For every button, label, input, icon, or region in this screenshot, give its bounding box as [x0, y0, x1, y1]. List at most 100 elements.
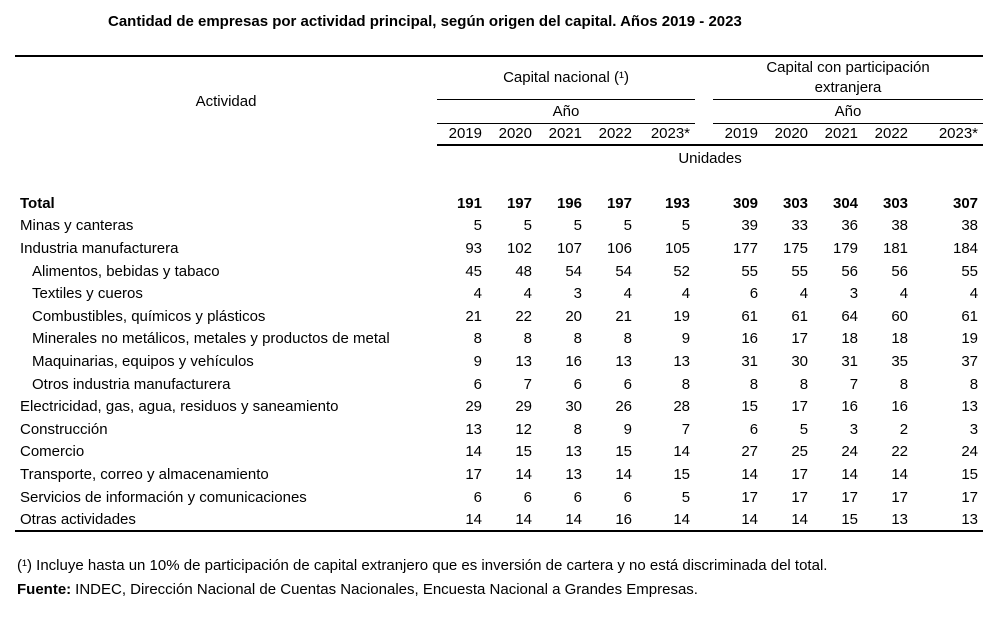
table-row: Otras actividades 14 14 14 16 14 14 14 1…: [15, 508, 984, 532]
cell-extranjera: 22: [891, 443, 909, 461]
cell-extranjera: 14: [891, 465, 909, 483]
cell-extranjera: 17: [841, 488, 859, 506]
cell-extranjera: 19: [961, 330, 979, 348]
page-title: Cantidad de empresas por actividad princ…: [108, 13, 742, 30]
cell-nacional: 17: [465, 465, 482, 483]
blank-row: [15, 170, 983, 192]
cell-extranjera: 16: [841, 398, 859, 416]
cell-nacional: 7: [681, 420, 691, 438]
cell-extranjera: 307: [953, 194, 979, 212]
cell-nacional: 197: [506, 194, 532, 212]
group-header-foreign-line1: Capital con participación: [766, 58, 930, 76]
table-body: Unidades Total 191 197 196 197 193 309 3…: [15, 145, 984, 532]
cell-nacional: 12: [515, 420, 532, 438]
cell-extranjera: 30: [791, 352, 809, 370]
cell-nacional: 197: [606, 194, 632, 212]
group-gap: [695, 237, 713, 260]
cell-nacional: 5: [623, 217, 632, 235]
cell-extranjera: 4: [799, 285, 809, 303]
cell-nacional: 9: [681, 330, 691, 348]
cell-nacional: 14: [637, 508, 696, 532]
cell-extranjera: 18: [891, 330, 909, 348]
cell-nacional: 15: [515, 443, 532, 461]
cell-nacional: 15: [615, 443, 632, 461]
cell-nacional: 29: [515, 398, 532, 416]
row-label: Otras actividades: [20, 510, 136, 528]
cell-nacional: 16: [565, 352, 582, 370]
cell-extranjera: 13: [863, 508, 914, 532]
group-gap: [695, 486, 713, 509]
data-table: Actividad Capital nacional (¹) Capital c…: [15, 55, 984, 532]
cell-extranjera: 17: [741, 488, 759, 506]
cell-nacional: 5: [573, 217, 582, 235]
group-gap: [695, 350, 713, 373]
cell-extranjera: 55: [741, 262, 759, 280]
cell-extranjera: 4: [899, 285, 909, 303]
cell-nacional: 14: [515, 465, 532, 483]
cell-nacional: 14: [673, 443, 691, 461]
cell-nacional: 14: [487, 508, 537, 532]
cell-nacional: 22: [515, 307, 532, 325]
cell-extranjera: 36: [841, 217, 859, 235]
statistics-table-container: Actividad Capital nacional (¹) Capital c…: [15, 55, 984, 532]
cell-extranjera: 61: [791, 307, 809, 325]
cell-extranjera: 14: [713, 508, 764, 532]
cell-nacional: 14: [615, 465, 632, 483]
year-header-national: 2022: [587, 123, 637, 146]
cell-extranjera: 37: [961, 352, 979, 370]
table-row: Alimentos, bebidas y tabaco 45 48 54 54 …: [15, 260, 983, 283]
cell-extranjera: 15: [741, 398, 759, 416]
year-label-foreign: Año: [713, 99, 984, 124]
cell-extranjera: 56: [841, 262, 859, 280]
cell-nacional: 6: [623, 375, 632, 393]
cell-nacional: 52: [673, 262, 691, 280]
year-header-foreign: 2020: [763, 123, 814, 146]
row-label: Minas y canteras: [20, 217, 134, 235]
group-gap: [695, 508, 714, 532]
cell-nacional: 4: [523, 285, 532, 303]
cell-nacional: 8: [623, 330, 632, 348]
cell-nacional: 54: [615, 262, 632, 280]
group-gap: [695, 56, 713, 99]
group-header-foreign-line2: extranjera: [814, 78, 882, 96]
table-row: Servicios de información y comunicacione…: [15, 486, 983, 509]
cell-nacional: 5: [523, 217, 532, 235]
table-row: Construcción 13 12 8 9 7 6 5 3 2 3: [15, 418, 983, 441]
cell-nacional: 196: [556, 194, 582, 212]
group-header-national: Capital nacional (¹): [437, 56, 696, 100]
row-label: Total: [20, 194, 55, 212]
source-label: Fuente:: [17, 581, 72, 598]
cell-extranjera: 61: [961, 307, 979, 325]
cell-extranjera: 17: [961, 488, 979, 506]
cell-extranjera: 7: [849, 375, 859, 393]
cell-nacional: 13: [515, 352, 532, 370]
cell-extranjera: 16: [741, 330, 759, 348]
cell-nacional: 13: [565, 465, 582, 483]
cell-nacional: 6: [623, 488, 632, 506]
cell-extranjera: 27: [741, 443, 759, 461]
cell-nacional: 107: [556, 239, 582, 257]
table-row: Minerales no metálicos, metales y produc…: [15, 328, 983, 351]
cell-extranjera: 38: [961, 217, 979, 235]
cell-nacional: 93: [465, 239, 482, 257]
cell-extranjera: 13: [913, 508, 984, 532]
cell-extranjera: 55: [791, 262, 809, 280]
year-header-national: 2023*: [637, 123, 696, 146]
cell-extranjera: 2: [899, 420, 909, 438]
cell-nacional: 8: [573, 330, 582, 348]
group-header-national-label: Capital nacional (¹): [503, 68, 629, 86]
unit-label: Unidades: [678, 149, 742, 167]
cell-extranjera: 18: [841, 330, 859, 348]
year-header-foreign: 2022: [863, 123, 914, 146]
year-header-national: 2021: [537, 123, 587, 146]
cell-extranjera: 184: [953, 239, 979, 257]
cell-extranjera: 14: [741, 465, 759, 483]
cell-nacional: 16: [587, 508, 637, 532]
table-row: Otros industria manufacturera 6 7 6 6 8 …: [15, 373, 983, 396]
cell-nacional: 14: [465, 443, 482, 461]
cell-extranjera: 303: [883, 194, 909, 212]
cell-nacional: 45: [465, 262, 482, 280]
cell-extranjera: 64: [841, 307, 859, 325]
cell-extranjera: 25: [791, 443, 809, 461]
cell-extranjera: 8: [799, 375, 809, 393]
